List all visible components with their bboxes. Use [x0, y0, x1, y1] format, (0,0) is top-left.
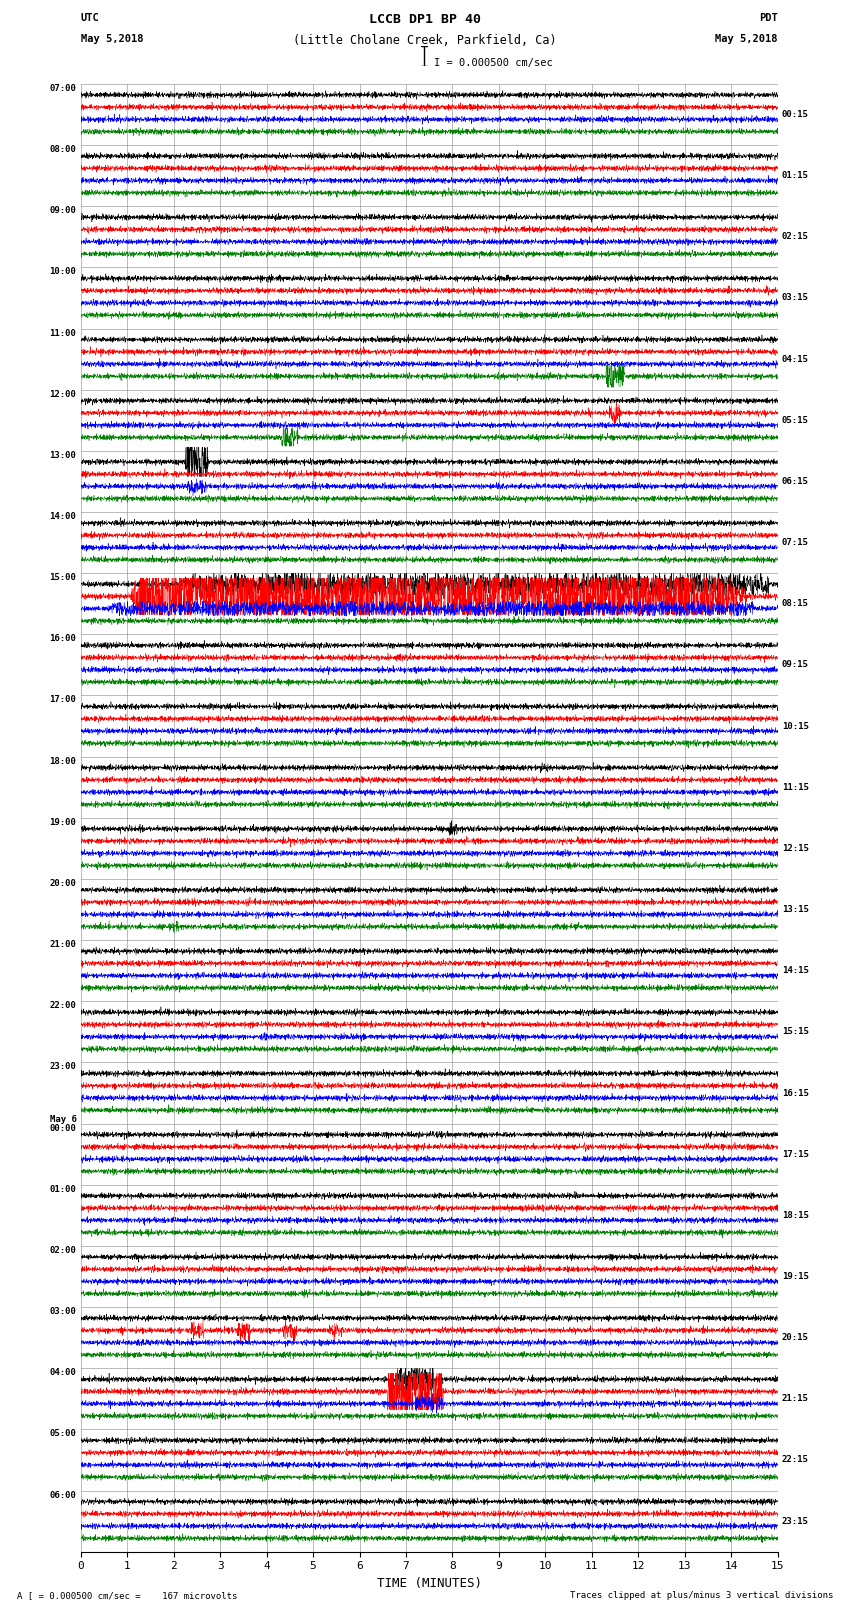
Text: 08:00: 08:00 [49, 145, 76, 153]
Text: May 5,2018: May 5,2018 [715, 34, 778, 44]
Text: 21:00: 21:00 [49, 940, 76, 948]
Text: 02:15: 02:15 [782, 232, 809, 242]
Text: 06:15: 06:15 [782, 477, 809, 486]
Text: 05:15: 05:15 [782, 416, 809, 424]
Text: 04:00: 04:00 [49, 1368, 76, 1378]
Text: 21:15: 21:15 [782, 1394, 809, 1403]
Text: 07:15: 07:15 [782, 539, 809, 547]
Text: 11:00: 11:00 [49, 329, 76, 337]
Text: 11:15: 11:15 [782, 782, 809, 792]
Text: 03:00: 03:00 [49, 1307, 76, 1316]
Text: 10:15: 10:15 [782, 721, 809, 731]
Text: 23:00: 23:00 [49, 1063, 76, 1071]
Text: I = 0.000500 cm/sec: I = 0.000500 cm/sec [434, 58, 552, 68]
Text: 01:15: 01:15 [782, 171, 809, 181]
Text: 06:00: 06:00 [49, 1490, 76, 1500]
Text: 23:15: 23:15 [782, 1516, 809, 1526]
Text: 14:15: 14:15 [782, 966, 809, 976]
Text: 17:15: 17:15 [782, 1150, 809, 1158]
Text: 22:15: 22:15 [782, 1455, 809, 1465]
Text: 00:00: 00:00 [49, 1124, 76, 1132]
Text: 20:15: 20:15 [782, 1334, 809, 1342]
Text: 08:15: 08:15 [782, 600, 809, 608]
X-axis label: TIME (MINUTES): TIME (MINUTES) [377, 1578, 482, 1590]
Text: 15:00: 15:00 [49, 573, 76, 582]
Text: May 6: May 6 [49, 1115, 76, 1124]
Text: 20:00: 20:00 [49, 879, 76, 887]
Text: (Little Cholane Creek, Parkfield, Ca): (Little Cholane Creek, Parkfield, Ca) [293, 34, 557, 47]
Text: May 5,2018: May 5,2018 [81, 34, 144, 44]
Text: PDT: PDT [759, 13, 778, 23]
Text: 12:15: 12:15 [782, 844, 809, 853]
Text: 15:15: 15:15 [782, 1027, 809, 1036]
Text: 19:15: 19:15 [782, 1273, 809, 1281]
Text: 09:00: 09:00 [49, 206, 76, 215]
Text: 10:00: 10:00 [49, 268, 76, 276]
Text: 22:00: 22:00 [49, 1002, 76, 1010]
Text: 13:00: 13:00 [49, 452, 76, 460]
Text: 14:00: 14:00 [49, 511, 76, 521]
Text: 12:00: 12:00 [49, 390, 76, 398]
Text: 00:15: 00:15 [782, 110, 809, 119]
Text: 13:15: 13:15 [782, 905, 809, 915]
Text: Traces clipped at plus/minus 3 vertical divisions: Traces clipped at plus/minus 3 vertical … [570, 1590, 833, 1600]
Text: 04:15: 04:15 [782, 355, 809, 363]
Text: UTC: UTC [81, 13, 99, 23]
Text: 02:00: 02:00 [49, 1245, 76, 1255]
Text: A [ = 0.000500 cm/sec =    167 microvolts: A [ = 0.000500 cm/sec = 167 microvolts [17, 1590, 237, 1600]
Text: 19:00: 19:00 [49, 818, 76, 827]
Text: 18:15: 18:15 [782, 1211, 809, 1219]
Text: 16:00: 16:00 [49, 634, 76, 644]
Text: 16:15: 16:15 [782, 1089, 809, 1097]
Text: 07:00: 07:00 [49, 84, 76, 94]
Text: LCCB DP1 BP 40: LCCB DP1 BP 40 [369, 13, 481, 26]
Text: 05:00: 05:00 [49, 1429, 76, 1439]
Text: 09:15: 09:15 [782, 660, 809, 669]
Text: 01:00: 01:00 [49, 1186, 76, 1194]
Text: 18:00: 18:00 [49, 756, 76, 766]
Text: 03:15: 03:15 [782, 294, 809, 302]
Text: 17:00: 17:00 [49, 695, 76, 705]
